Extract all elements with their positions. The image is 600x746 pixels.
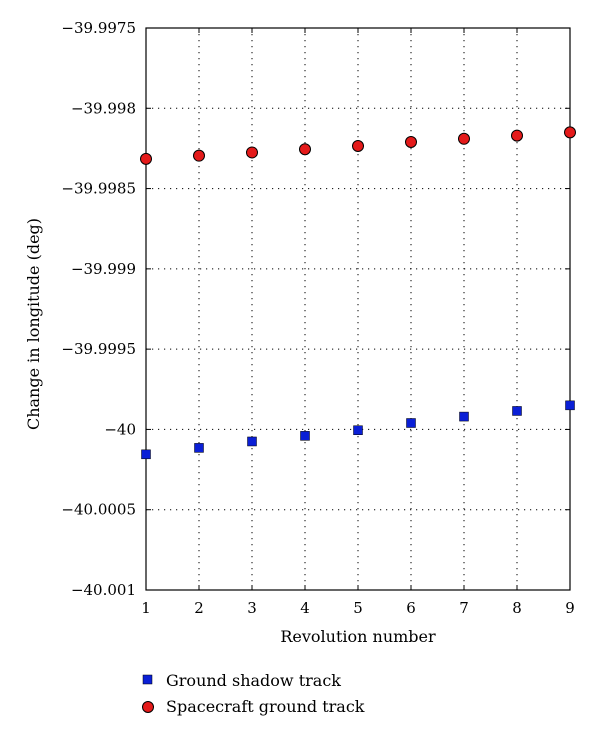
x-tick-label: 8 — [512, 599, 522, 617]
y-axis-title: Change in longitude (deg) — [24, 218, 43, 430]
legend: Ground shadow track Spacecraft ground tr… — [142, 671, 365, 716]
x-tick-label: 3 — [247, 599, 257, 617]
spacecraft-ground-track-point — [193, 149, 205, 162]
x-tick-label: 5 — [353, 599, 363, 617]
x-axis-title: Revolution number — [280, 627, 436, 646]
y-tick-label: −39.9995 — [61, 340, 136, 358]
ground-shadow-track-point — [353, 425, 363, 435]
y-tick-label: −39.9975 — [61, 19, 136, 37]
legend-marker-circle-icon — [142, 701, 154, 713]
x-tick-label: 6 — [406, 599, 416, 617]
legend-item-ground-shadow-track: Ground shadow track — [142, 671, 341, 690]
axis-ticks — [145, 27, 571, 591]
spacecraft-ground-track-point — [299, 143, 311, 156]
spacecraft-ground-track-point — [458, 132, 470, 145]
ground-shadow-track-point — [247, 436, 257, 447]
x-tick-label: 4 — [300, 599, 310, 617]
legend-marker-square-icon — [142, 674, 153, 685]
y-tick-label: −40.0005 — [61, 501, 136, 519]
y-tick-label: −39.998 — [71, 99, 136, 117]
grid — [146, 28, 570, 590]
spacecraft-ground-track-point — [564, 126, 576, 139]
ground-shadow-track-point — [141, 449, 151, 460]
y-tick-label: −40 — [104, 420, 136, 438]
ground-shadow-track-point — [406, 418, 416, 428]
legend-label: Ground shadow track — [166, 671, 341, 690]
x-tick-label: 7 — [459, 599, 469, 617]
y-tick-labels: −39.9975 −39.998 −39.9985 −39.999 −39.9995 −4… — [61, 19, 136, 599]
legend-label: Spacecraft ground track — [166, 697, 365, 716]
x-tick-labels: 1 2 3 4 5 6 7 8 9 — [141, 599, 575, 617]
y-tick-label: −39.999 — [71, 260, 136, 278]
ground-shadow-track-point — [459, 411, 469, 422]
ground-shadow-track-point — [565, 400, 575, 411]
spacecraft-ground-track-point — [140, 152, 152, 165]
legend-item-spacecraft-ground-track: Spacecraft ground track — [142, 697, 365, 716]
data-marks — [140, 126, 576, 460]
plot-frame — [145, 27, 571, 591]
ground-shadow-track-point — [300, 431, 310, 441]
spacecraft-ground-track-point — [511, 129, 523, 142]
spacecraft-ground-track-point — [352, 140, 364, 153]
spacecraft-ground-track-point — [405, 136, 417, 149]
x-tick-label: 1 — [141, 599, 151, 617]
y-tick-label: −40.001 — [71, 581, 136, 599]
x-tick-label: 9 — [565, 599, 575, 617]
ground-shadow-track-point — [194, 443, 204, 453]
x-tick-label: 2 — [194, 599, 204, 617]
y-tick-label: −39.9985 — [61, 180, 136, 198]
spacecraft-ground-track-point — [246, 146, 258, 159]
ground-shadow-track-point — [512, 406, 522, 416]
